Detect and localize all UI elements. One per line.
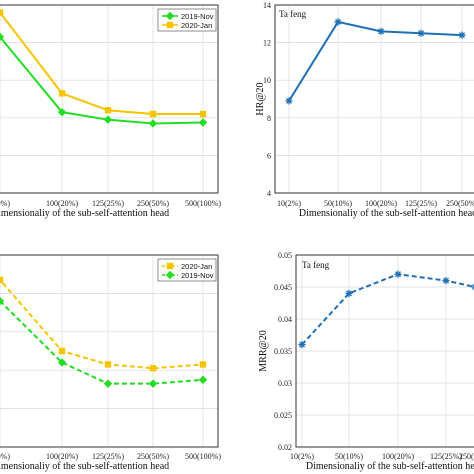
x-tick-label: 500(100%)	[185, 452, 221, 461]
y-tick-label: 10	[263, 76, 271, 85]
y-tick-label: 4	[267, 189, 271, 198]
series-line-2020-Jan	[0, 10, 203, 116]
data-point-marker	[103, 115, 113, 124]
y-tick-label: 0.045	[274, 283, 292, 292]
y-tick-label: 8	[267, 114, 271, 123]
dataset-annotation: Ta feng	[279, 9, 307, 19]
x-tick-label: 500(100%)	[185, 199, 221, 208]
data-point-marker	[298, 341, 306, 349]
data-point-marker	[58, 90, 66, 97]
x-tick-label: 125(25%)	[92, 452, 124, 461]
x-tick-label: 100(20%)	[382, 452, 414, 461]
y-tick-label: 0.03	[278, 379, 292, 388]
y-tick-label: 6	[267, 151, 271, 160]
legend-swatch-marker	[166, 262, 174, 270]
chart-panel-bottom-right: 0.02 0.025 0.03 0.035 0.04 0.045 0.05 10(2%) 50(…	[258, 251, 474, 472]
x-tick-label: 250(50%)	[137, 452, 169, 461]
series-line-2019-Nov	[0, 299, 204, 385]
data-point-marker	[58, 347, 66, 355]
x-tick-label: 125(25%)	[92, 199, 124, 208]
data-point-marker	[198, 118, 208, 127]
data-point-marker	[104, 107, 112, 114]
data-point-marker	[442, 277, 450, 285]
chart-panel-top-right: 4 6 8 10 12 14 10(2%) 50(10%) 100(20%) 125(25%) 25…	[255, 1, 474, 219]
data-point-marker	[57, 358, 67, 367]
data-point-marker	[0, 276, 4, 284]
x-tick-label: (10%)	[0, 199, 10, 208]
data-point-marker	[104, 361, 112, 368]
data-point-marker	[199, 110, 207, 118]
data-point-marker	[471, 283, 474, 291]
y-tick-label: 14	[263, 1, 271, 10]
x-axis-label: Dimensionaliy of the sub-self-attention …	[299, 208, 474, 219]
data-point-marker	[0, 9, 4, 16]
x-tick-label: 250(50%)	[137, 199, 169, 208]
plot-frame	[295, 254, 474, 448]
data-point-marker	[334, 18, 342, 26]
x-tick-label: 10(2%)	[277, 199, 301, 208]
series-line-main	[288, 20, 463, 102]
plot-frame	[0, 254, 219, 448]
data-point-marker	[57, 107, 67, 117]
legend-entry: 2019-Nov	[181, 271, 214, 280]
plot-frame	[274, 4, 474, 194]
series-line-main	[301, 273, 474, 346]
x-tick-label: 50(10%)	[324, 199, 352, 208]
data-point-marker	[149, 365, 157, 372]
x-tick-label: 125(25%)	[405, 199, 437, 208]
data-point-marker	[458, 31, 466, 39]
legend-swatch-marker	[166, 21, 174, 29]
x-axis-label: Dimensionaliy of the sub-self-attention …	[306, 461, 474, 472]
x-tick-label: 250(50%)	[446, 199, 474, 208]
y-axis-label: HR@20	[255, 82, 266, 115]
x-axis-label: Dimensionaliy of the sub-self-attention …	[0, 208, 169, 219]
y-tick-label: 12	[263, 39, 271, 48]
legend-entry: 2020-Jan	[181, 262, 212, 271]
data-point-marker	[198, 375, 208, 384]
y-tick-label: 0.025	[274, 411, 292, 420]
series-line-2019-Nov	[0, 35, 204, 125]
series-line-2020-Jan	[0, 278, 204, 370]
data-point-marker	[148, 119, 158, 128]
y-tick-label: 0.02	[278, 443, 292, 452]
dataset-annotation: Ta feng	[302, 260, 330, 270]
data-point-marker	[417, 29, 425, 37]
data-point-marker	[377, 27, 385, 35]
data-point-marker	[148, 379, 158, 388]
data-point-marker	[0, 296, 5, 306]
x-tick-label: 100(20%)	[46, 199, 78, 208]
chart-panel-top-left: (10%) 100(20%) 125(25%) 250(50%) 500(100%) Di…	[0, 4, 221, 219]
data-point-marker	[285, 97, 293, 105]
data-point-marker	[199, 361, 207, 368]
x-tick-label: 100(20%)	[46, 452, 78, 461]
y-tick-label: 0.035	[274, 347, 292, 356]
data-point-marker	[149, 110, 157, 118]
x-axis-label: Dimensionaliy of the sub-self-attention …	[0, 461, 169, 472]
x-tick-label: (10%)	[0, 452, 10, 461]
x-tick-label: 250(50%)	[459, 452, 474, 461]
data-point-marker	[0, 32, 5, 42]
x-tick-label: 50(10%)	[335, 452, 363, 461]
y-axis-label: MRR@20	[258, 330, 269, 371]
chart-panel-bottom-left: (10%) 100(20%) 125(25%) 250(50%) 500(100%) Di…	[0, 254, 221, 472]
legend-entry: 2019-Nov	[181, 12, 214, 21]
legend-swatch-marker	[165, 270, 175, 280]
x-tick-label: 125(25%)	[430, 452, 462, 461]
y-tick-label: 0.05	[278, 251, 292, 260]
legend-swatch-marker	[165, 11, 175, 21]
data-point-marker	[103, 379, 113, 388]
x-tick-label: 100(20%)	[365, 199, 397, 208]
y-tick-label: 0.04	[278, 315, 292, 324]
plot-frame	[0, 4, 219, 194]
data-point-marker	[345, 289, 353, 297]
data-point-marker	[394, 270, 402, 278]
legend-entry: 2020-Jan	[181, 21, 212, 30]
x-tick-label: 10(2%)	[290, 452, 314, 461]
